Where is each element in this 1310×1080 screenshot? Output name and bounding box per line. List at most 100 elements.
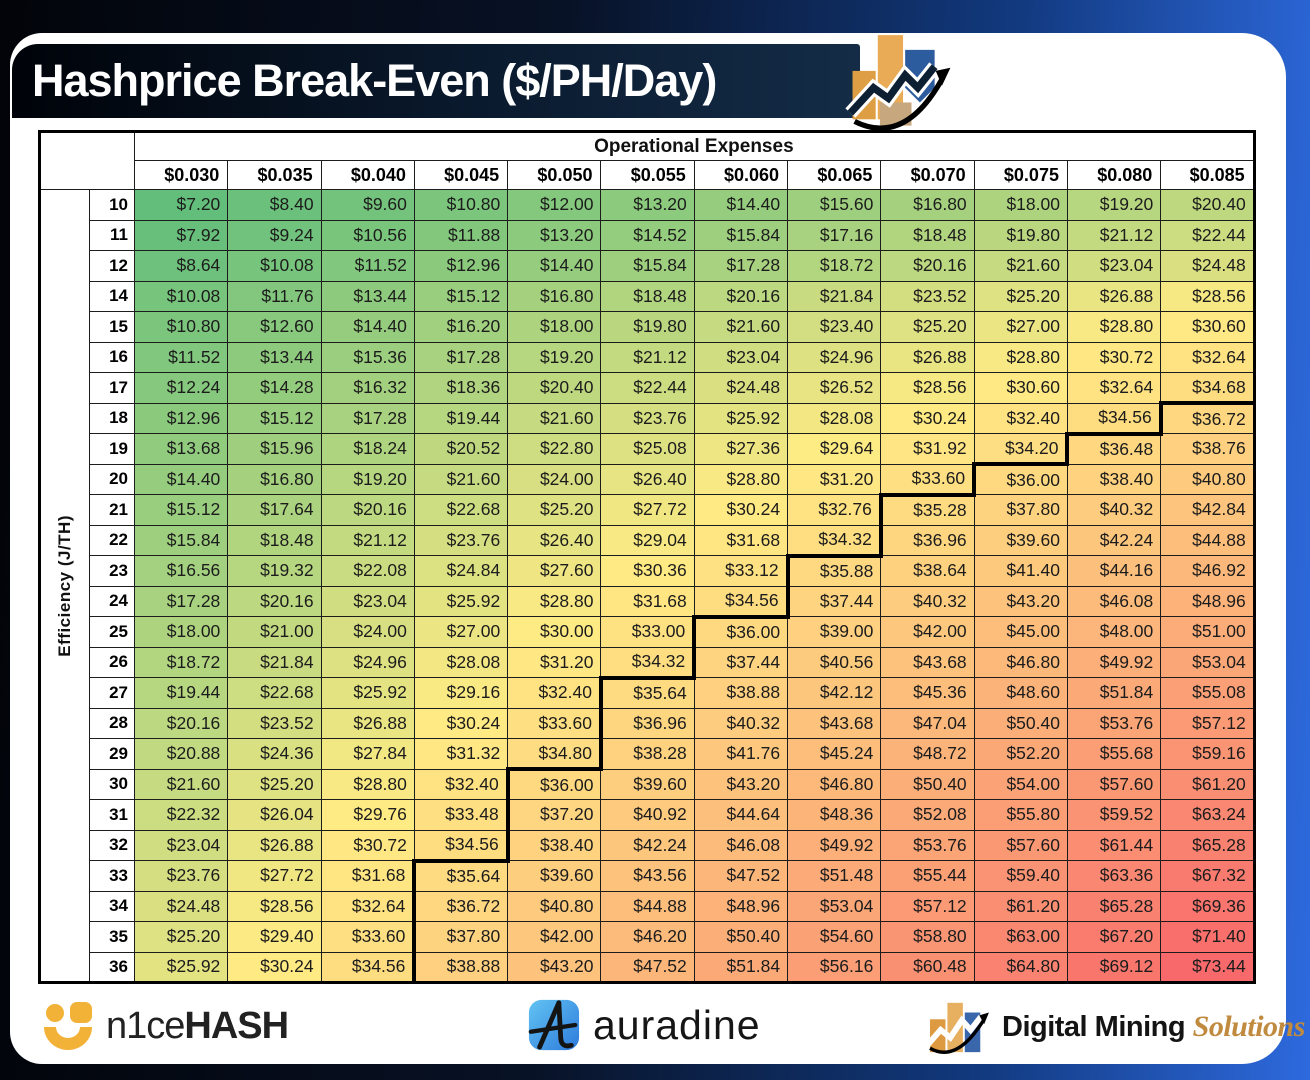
breakeven-value-cell: $19.20 [1066,189,1162,221]
breakeven-value-cell: $46.92 [1160,555,1255,587]
efficiency-row-header: 33 [89,860,135,892]
efficiency-row-header: 23 [89,555,135,587]
breakeven-value-cell: $44.64 [693,799,789,831]
breakeven-value-cell: $59.40 [973,860,1068,892]
breakeven-value-cell: $19.20 [507,341,602,373]
efficiency-row-header: 22 [89,524,135,556]
efficiency-row-header: 34 [89,890,135,922]
breakeven-value-cell: $32.40 [413,768,509,800]
breakeven-value-cell: $45.24 [787,738,882,770]
breakeven-value-cell: $10.56 [320,219,415,251]
breakeven-value-cell: $28.80 [1066,311,1162,343]
breakeven-value-cell: $39.00 [787,616,882,648]
breakeven-value-cell: $52.08 [880,799,975,831]
breakeven-value-cell: $20.40 [507,372,602,404]
breakeven-value-cell: $26.40 [600,463,695,495]
breakeven-value-cell: $56.16 [787,951,882,983]
breakeven-value-cell: $26.88 [227,829,322,861]
breakeven-value-cell: $15.12 [413,280,509,312]
mining-growth-chart-logo-icon [843,33,961,133]
digital-mining-solutions-logo: Digital Mining Solutions [928,998,1305,1056]
breakeven-value-cell: $22.08 [320,555,415,587]
breakeven-value-cell: $18.48 [880,219,975,251]
breakeven-value-cell: $11.52 [320,250,415,282]
breakeven-value-cell: $32.40 [507,677,602,709]
breakeven-value-cell: $25.20 [880,311,975,343]
breakeven-value-cell: $59.16 [1160,738,1255,770]
breakeven-value-cell: $38.40 [1066,463,1162,495]
breakeven-value-cell: $27.72 [227,860,322,892]
breakeven-value-cell: $21.00 [227,616,322,648]
breakeven-value-cell: $14.40 [320,311,415,343]
opex-column-header: $0.050 [507,160,602,190]
breakeven-value-cell: $23.76 [133,860,229,892]
breakeven-value-cell: $23.04 [1066,250,1162,282]
efficiency-row-header: 28 [89,707,135,739]
opex-column-header: $0.060 [693,160,789,190]
breakeven-value-cell: $25.20 [973,280,1068,312]
breakeven-value-cell: $24.00 [507,463,602,495]
breakeven-value-cell: $42.00 [880,616,975,648]
breakeven-value-cell: $41.40 [973,555,1068,587]
breakeven-value-cell: $26.88 [320,707,415,739]
breakeven-value-cell: $51.00 [1160,616,1255,648]
breakeven-value-cell: $21.84 [227,646,322,678]
breakeven-value-cell: $8.64 [133,250,229,282]
nicehash-text-bold: HASH [184,1004,289,1047]
breakeven-value-cell: $37.44 [785,585,882,617]
breakeven-value-cell: $46.08 [693,829,789,861]
breakeven-value-cell: $27.84 [320,738,415,770]
breakeven-value-cell: $31.68 [600,585,695,617]
opex-column-header: $0.040 [320,160,415,190]
breakeven-value-cell: $38.88 [693,677,789,709]
opex-column-header: $0.045 [413,160,509,190]
breakeven-value-cell: $31.20 [507,646,602,678]
breakeven-value-cell: $40.32 [880,585,975,617]
logo-arrow-swoosh [853,75,946,131]
breakeven-value-cell: $38.76 [1160,433,1255,465]
breakeven-value-cell: $34.20 [973,433,1068,465]
breakeven-value-cell: $18.48 [227,524,322,556]
breakeven-value-cell: $21.12 [320,524,415,556]
breakeven-value-cell: $43.56 [600,860,695,892]
breakeven-value-cell: $46.80 [973,646,1068,678]
breakeven-value-cell: $28.08 [787,402,882,434]
efficiency-row-header: 30 [89,768,135,800]
breakeven-value-cell: $22.44 [1160,219,1255,251]
breakeven-value-cell: $43.20 [973,585,1068,617]
breakeven-value-cell: $23.52 [227,707,322,739]
breakeven-value-cell: $30.24 [413,707,509,739]
breakeven-value-cell: $46.80 [787,768,882,800]
breakeven-value-cell: $20.16 [227,585,322,617]
breakeven-value-cell: $34.56 [693,585,789,617]
breakeven-value-cell: $31.20 [787,463,882,495]
breakeven-value-cell: $46.20 [600,921,695,953]
breakeven-value-cell: $51.48 [787,860,882,892]
breakeven-value-cell: $19.20 [320,463,415,495]
opex-column-header: $0.035 [227,160,322,190]
breakeven-value-cell: $14.52 [600,219,695,251]
breakeven-value-cell: $38.40 [505,829,602,861]
breakeven-value-cell: $22.68 [413,494,509,526]
breakeven-value-cell: $48.00 [1066,616,1162,648]
breakeven-value-cell: $57.60 [973,829,1068,861]
breakeven-value-cell: $42.00 [507,921,602,953]
breakeven-value-cell: $30.00 [507,616,602,648]
breakeven-value-cell: $37.44 [692,646,789,678]
breakeven-value-cell: $73.44 [1160,951,1255,983]
breakeven-value-cell: $19.44 [133,677,229,709]
breakeven-value-cell: $15.36 [320,341,415,373]
breakeven-value-cell: $20.88 [133,738,229,770]
breakeven-value-cell: $30.60 [1160,311,1255,343]
breakeven-value-cell: $10.08 [227,250,322,282]
breakeven-value-cell: $18.36 [413,372,509,404]
breakeven-value-cell: $38.64 [880,555,975,587]
efficiency-row-header: 26 [89,646,135,678]
opex-column-header: $0.030 [133,160,229,190]
efficiency-row-header: 15 [89,311,135,343]
corner-cell [39,131,135,190]
breakeven-value-cell: $18.00 [133,616,229,648]
breakeven-value-cell: $24.84 [413,555,509,587]
efficiency-row-header: 12 [89,250,135,282]
breakeven-value-cell: $13.20 [507,219,602,251]
